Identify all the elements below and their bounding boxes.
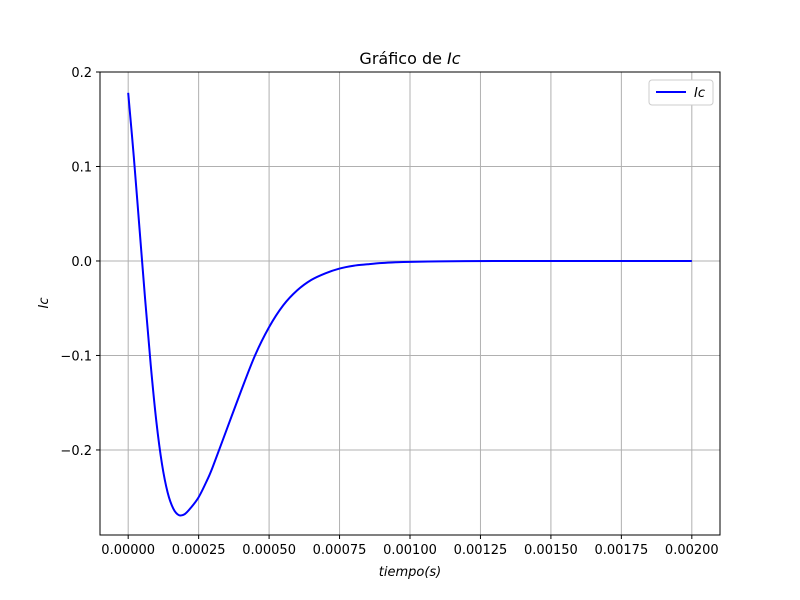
- y-tick-label: −0.1: [60, 349, 92, 364]
- legend-label: Ic: [694, 86, 705, 101]
- x-tick-label: 0.00150: [524, 543, 578, 558]
- x-tick-label: 0.00125: [454, 543, 508, 558]
- series-group: [127, 92, 692, 517]
- plot-frame: [99, 71, 721, 536]
- chart-title-variable: Ic: [447, 49, 461, 68]
- x-tick-label: 0.00025: [172, 543, 226, 558]
- y-tick-label: −0.2: [60, 444, 92, 459]
- chart-title: Gráfico de Ic: [359, 49, 460, 68]
- y-axis-ticks: −0.2 −0.1 0.0 0.1 0.2: [60, 66, 100, 459]
- legend: Ic: [648, 79, 714, 106]
- x-tick-label: 0.00200: [665, 543, 719, 558]
- chart-title-prefix: Gráfico de: [359, 49, 447, 68]
- y-tick-label: 0.1: [71, 160, 92, 175]
- y-tick-label: 0.2: [71, 66, 92, 81]
- series-line-ic: [127, 92, 692, 517]
- x-tick-label: 0.00050: [242, 543, 296, 558]
- x-axis-ticks: 0.00000 0.00025 0.00050 0.00075 0.00100 0.001…: [101, 535, 719, 558]
- x-tick-label: 0.00175: [594, 543, 648, 558]
- x-axis-label: tiempo(s): [379, 565, 442, 580]
- x-tick-label: 0.00075: [313, 543, 367, 558]
- x-tick-label: 0.00100: [383, 543, 437, 558]
- y-tick-label: 0.0: [71, 255, 92, 270]
- y-axis-label: Ic: [37, 298, 52, 309]
- x-tick-label: 0.00000: [101, 543, 155, 558]
